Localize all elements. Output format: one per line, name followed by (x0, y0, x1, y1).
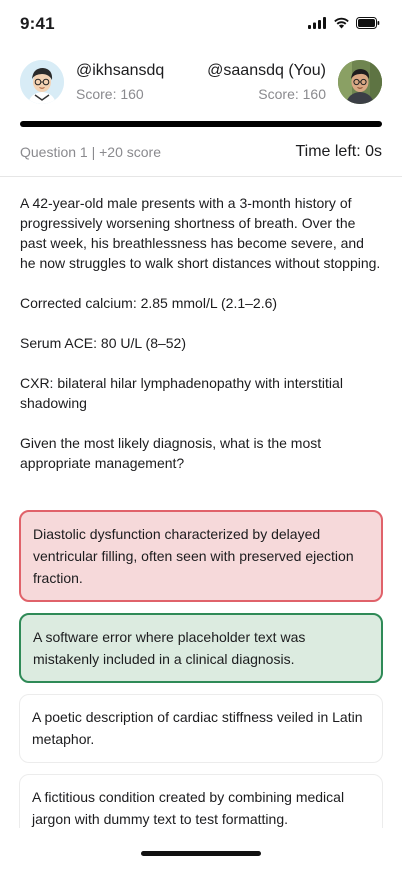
lab-ace: Serum ACE: 80 U/L (8–52) (20, 335, 187, 351)
status-icons (308, 16, 380, 34)
players-header: @ikhsansdq Score: 160 @saansdq (You) Sco… (20, 60, 382, 106)
answer-option-text: Diastolic dysfunction characterized by d… (33, 526, 354, 586)
time-left-label: Time left: 0s (295, 143, 382, 160)
answer-option[interactable]: A poetic description of cardiac stiffnes… (19, 694, 383, 763)
cxr-finding: CXR: bilateral hilar lymphadenopathy wit… (20, 375, 343, 411)
opponent-score: Score: 160 (76, 86, 144, 102)
status-time: 9:41 (20, 14, 55, 33)
opponent-avatar (20, 60, 64, 104)
home-indicator[interactable] (141, 851, 261, 856)
answer-options: Diastolic dysfunction characterized by d… (19, 510, 383, 855)
opponent-handle: @ikhsansdq (76, 62, 165, 79)
battery-icon (356, 16, 380, 34)
answer-option-text: A fictitious condition created by combin… (32, 789, 345, 827)
wifi-icon (333, 16, 350, 34)
answer-option-wrong[interactable]: Diastolic dysfunction characterized by d… (19, 510, 383, 602)
status-bar: 9:41 (0, 0, 402, 48)
timer-progress-bar (20, 121, 382, 127)
user-score: Score: 160 (258, 86, 326, 102)
question-prompt: Given the most likely diagnosis, what is… (20, 435, 322, 471)
question-number-label: Question 1 | +20 score (20, 144, 161, 160)
user-handle: @saansdq (You) (207, 62, 326, 79)
answer-option-text: A software error where placeholder text … (33, 629, 306, 667)
answer-option-correct[interactable]: A software error where placeholder text … (19, 613, 383, 683)
signal-icon (308, 16, 327, 34)
question-body: A 42-year-old male presents with a 3-mon… (20, 193, 382, 493)
answer-option-text: A poetic description of cardiac stiffnes… (32, 709, 363, 747)
user-avatar (338, 60, 382, 104)
lab-calcium: Corrected calcium: 2.85 mmol/L (2.1–2.6) (20, 295, 278, 311)
divider (0, 176, 402, 177)
question-meta-row: Question 1 | +20 score Time left: 0s (20, 143, 382, 164)
question-stem: A 42-year-old male presents with a 3-mon… (20, 195, 381, 271)
